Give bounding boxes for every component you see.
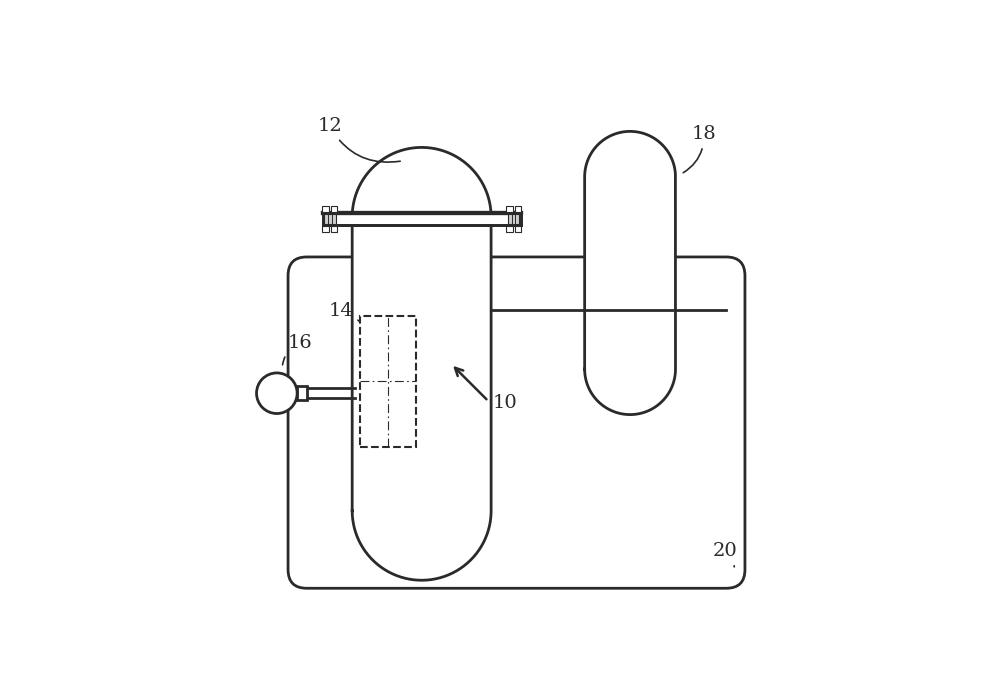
Text: 14: 14 (328, 302, 375, 345)
Bar (322, 205, 329, 212)
Bar (506, 226, 512, 232)
Bar (323, 213, 521, 225)
Text: 16: 16 (283, 334, 313, 365)
Bar (508, 214, 519, 224)
Bar (515, 226, 521, 232)
Polygon shape (585, 131, 675, 414)
Text: 10: 10 (492, 394, 517, 412)
Text: 20: 20 (713, 542, 738, 567)
Bar (515, 205, 521, 212)
Bar (322, 226, 329, 232)
FancyBboxPatch shape (288, 257, 745, 589)
Bar (297, 387, 307, 400)
Bar (324, 214, 336, 224)
Circle shape (257, 373, 297, 414)
Text: 18: 18 (683, 126, 716, 173)
Text: 12: 12 (317, 117, 400, 162)
Bar (360, 316, 416, 447)
Bar (331, 205, 337, 212)
Bar (506, 205, 512, 212)
Polygon shape (352, 147, 491, 580)
Bar (331, 226, 337, 232)
